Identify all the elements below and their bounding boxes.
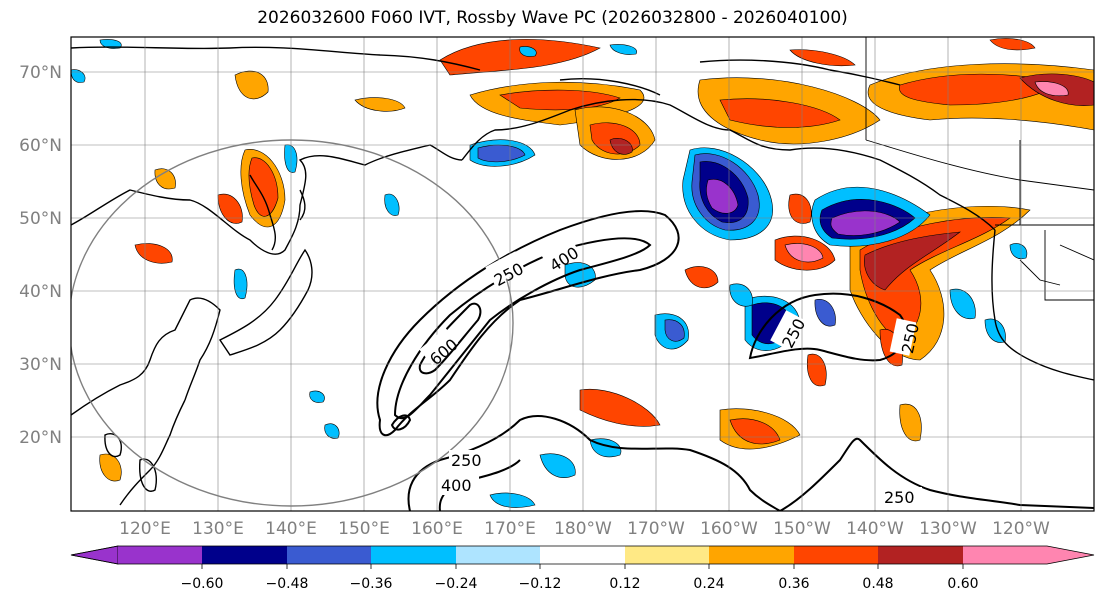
colorbar-tick-label: −0.36 [350,576,393,592]
region-circle [71,139,514,507]
colorbar-tick-label: −0.12 [519,576,562,592]
longitude-labels: 120°E 130°E 140°E 150°E 160°E 170°E 180°… [119,519,1050,539]
lon-label: 160°E [411,519,463,539]
lon-label: 120°W [992,519,1050,539]
political-borders [865,37,1094,301]
lat-label: 40°N [19,282,62,302]
colorbar-tick-label: 0.36 [778,576,809,592]
contour-labels: 250 400 600 250 400 250 250 250 [419,235,923,507]
contour-label: 250 [451,451,482,470]
contour-label: 250 [884,488,915,507]
lat-label: 60°N [19,136,62,156]
lon-label: 150°E [338,519,390,539]
colorbar-segment [709,546,794,564]
lon-label: 130°E [192,519,244,539]
latitude-labels: 70°N 60°N 50°N 40°N 30°N 20°N [19,63,62,448]
lon-label: 150°W [773,519,831,539]
gridlines [71,37,1094,511]
colorbar-segment [794,546,878,564]
lon-label: 170°E [484,519,536,539]
lon-label: 140°W [846,519,904,539]
map-frame [70,36,1095,512]
contour-label: 400 [441,476,472,495]
colorbar-segment [118,546,202,564]
negative-anomaly-areas [71,39,1028,508]
lon-label: 170°W [627,519,685,539]
lat-label: 50°N [19,209,62,229]
colorbar-tick-label: −0.60 [181,576,224,592]
colorbar-extend-high [963,546,1094,564]
colorbar-tick-label: 0.24 [693,576,724,592]
lat-label: 30°N [19,355,62,375]
colorbar: −0.60 −0.48 −0.36 −0.24 −0.12 0.12 0.24 … [70,545,1095,592]
colorbar-segment [878,546,963,564]
colorbar-tick-label: −0.24 [435,576,478,592]
colorbar-tick-label: −0.48 [266,576,309,592]
colorbar-segment [287,546,371,564]
colorbar-tick-label: 0.48 [862,576,893,592]
lat-label: 20°N [19,428,62,448]
colorbar-segment [540,546,625,564]
colorbar-segment [625,546,709,564]
lon-label: 120°E [119,519,171,539]
lat-label: 70°N [19,63,62,83]
plot-title: 2026032600 F060 IVT, Rossby Wave PC (202… [257,8,848,28]
colorbar-segment [202,546,287,564]
colorbar-segment [371,546,456,564]
colorbar-segment [456,546,540,564]
colorbar-tick-label: 0.12 [609,576,640,592]
coastlines [71,46,1094,506]
lon-label: 180°W [554,519,612,539]
colorbar-tick-label: 0.60 [947,576,978,592]
colorbar-extend-low [70,545,119,565]
lon-label: 160°W [700,519,758,539]
lon-label: 140°E [265,519,317,539]
lon-label: 130°W [919,519,977,539]
